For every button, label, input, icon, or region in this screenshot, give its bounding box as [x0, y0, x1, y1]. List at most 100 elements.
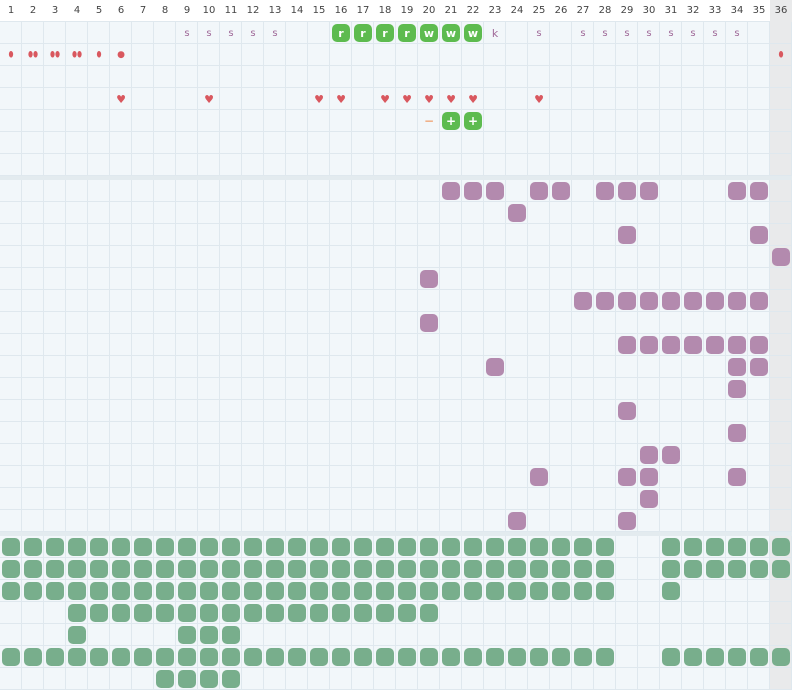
column-number[interactable]: 8	[161, 5, 169, 16]
grid-cell[interactable]	[704, 444, 726, 466]
grid-cell[interactable]	[726, 88, 748, 110]
teal-blob[interactable]	[486, 648, 504, 666]
grid-cell[interactable]	[132, 444, 154, 466]
teal-blob[interactable]	[222, 538, 240, 556]
grid-cell[interactable]	[638, 154, 660, 176]
grid-cell[interactable]	[682, 400, 704, 422]
grid-cell[interactable]	[726, 624, 748, 646]
grid-cell[interactable]	[22, 154, 44, 176]
purple-blob[interactable]	[530, 468, 548, 486]
column-number[interactable]: 29	[620, 5, 634, 16]
grid-cell[interactable]	[374, 356, 396, 378]
grid-cell[interactable]	[66, 422, 88, 444]
grid-cell[interactable]	[396, 88, 418, 110]
grid-cell[interactable]	[352, 624, 374, 646]
grid-cell[interactable]	[66, 224, 88, 246]
grid-cell[interactable]	[44, 668, 66, 690]
grid-cell[interactable]	[418, 224, 440, 246]
grid-cell[interactable]	[748, 378, 770, 400]
grid-cell[interactable]	[132, 180, 154, 202]
grid-cell[interactable]	[22, 356, 44, 378]
grid-cell[interactable]	[682, 132, 704, 154]
grid-cell[interactable]	[110, 290, 132, 312]
grid-cell[interactable]	[198, 154, 220, 176]
grid-cell[interactable]	[418, 444, 440, 466]
purple-blob[interactable]	[640, 446, 658, 464]
grid-cell[interactable]	[352, 66, 374, 88]
grid-cell[interactable]	[88, 246, 110, 268]
purple-blob[interactable]	[508, 204, 526, 222]
grid-cell[interactable]	[110, 488, 132, 510]
grid-cell[interactable]	[286, 400, 308, 422]
teal-blob[interactable]	[178, 560, 196, 578]
grid-cell[interactable]	[484, 624, 506, 646]
grid-cell[interactable]	[572, 180, 594, 202]
grid-cell[interactable]	[286, 132, 308, 154]
teal-blob[interactable]	[530, 648, 548, 666]
grid-cell[interactable]	[616, 154, 638, 176]
grid-cell[interactable]	[660, 466, 682, 488]
purple-blob[interactable]	[486, 358, 504, 376]
grid-cell[interactable]	[0, 444, 22, 466]
grid-cell[interactable]	[418, 66, 440, 88]
grid-cell[interactable]	[176, 154, 198, 176]
grid-cell[interactable]	[352, 334, 374, 356]
purple-blob[interactable]	[640, 490, 658, 508]
teal-blob[interactable]	[552, 582, 570, 600]
grid-cell[interactable]	[132, 44, 154, 66]
grid-cell[interactable]	[594, 110, 616, 132]
grid-cell[interactable]	[616, 356, 638, 378]
grid-cell[interactable]	[264, 378, 286, 400]
grid-cell[interactable]	[726, 510, 748, 532]
grid-cell[interactable]	[22, 466, 44, 488]
grid-cell[interactable]	[616, 668, 638, 690]
grid-cell[interactable]	[594, 66, 616, 88]
grid-cell[interactable]	[440, 400, 462, 422]
grid-cell[interactable]	[132, 312, 154, 334]
grid-cell[interactable]	[330, 44, 352, 66]
grid-cell[interactable]	[704, 268, 726, 290]
grid-cell[interactable]	[418, 132, 440, 154]
purple-blob[interactable]	[728, 182, 746, 200]
grid-cell[interactable]	[352, 422, 374, 444]
column-number[interactable]: 19	[400, 5, 414, 16]
grid-cell[interactable]	[154, 110, 176, 132]
grid-cell[interactable]	[264, 668, 286, 690]
grid-cell[interactable]	[770, 88, 792, 110]
grid-cell[interactable]	[22, 668, 44, 690]
grid-cell[interactable]	[572, 400, 594, 422]
grid-cell[interactable]	[748, 488, 770, 510]
grid-cell[interactable]	[550, 668, 572, 690]
grid-cell[interactable]	[550, 444, 572, 466]
grid-cell[interactable]	[264, 312, 286, 334]
grid-cell[interactable]	[770, 66, 792, 88]
grid-cell[interactable]	[242, 510, 264, 532]
grid-cell[interactable]	[308, 132, 330, 154]
purple-blob[interactable]	[728, 336, 746, 354]
grid-cell[interactable]	[506, 422, 528, 444]
grid-cell[interactable]	[110, 510, 132, 532]
grid-cell[interactable]	[550, 88, 572, 110]
grid-cell[interactable]	[110, 268, 132, 290]
grid-cell[interactable]	[374, 378, 396, 400]
teal-blob[interactable]	[156, 538, 174, 556]
grid-cell[interactable]	[726, 44, 748, 66]
grid-cell[interactable]	[22, 422, 44, 444]
grid-cell[interactable]	[0, 66, 22, 88]
grid-cell[interactable]	[154, 290, 176, 312]
teal-blob[interactable]	[662, 648, 680, 666]
grid-cell[interactable]	[616, 132, 638, 154]
grid-cell[interactable]	[506, 224, 528, 246]
grid-cell[interactable]	[264, 180, 286, 202]
grid-cell[interactable]	[0, 466, 22, 488]
grid-cell[interactable]	[374, 312, 396, 334]
teal-blob[interactable]	[574, 560, 592, 578]
grid-cell[interactable]	[154, 378, 176, 400]
grid-cell[interactable]	[682, 246, 704, 268]
grid-cell[interactable]	[440, 132, 462, 154]
grid-cell[interactable]	[352, 44, 374, 66]
grid-cell[interactable]	[154, 466, 176, 488]
grid-cell[interactable]	[110, 202, 132, 224]
grid-cell[interactable]	[704, 488, 726, 510]
teal-blob[interactable]	[200, 670, 218, 688]
